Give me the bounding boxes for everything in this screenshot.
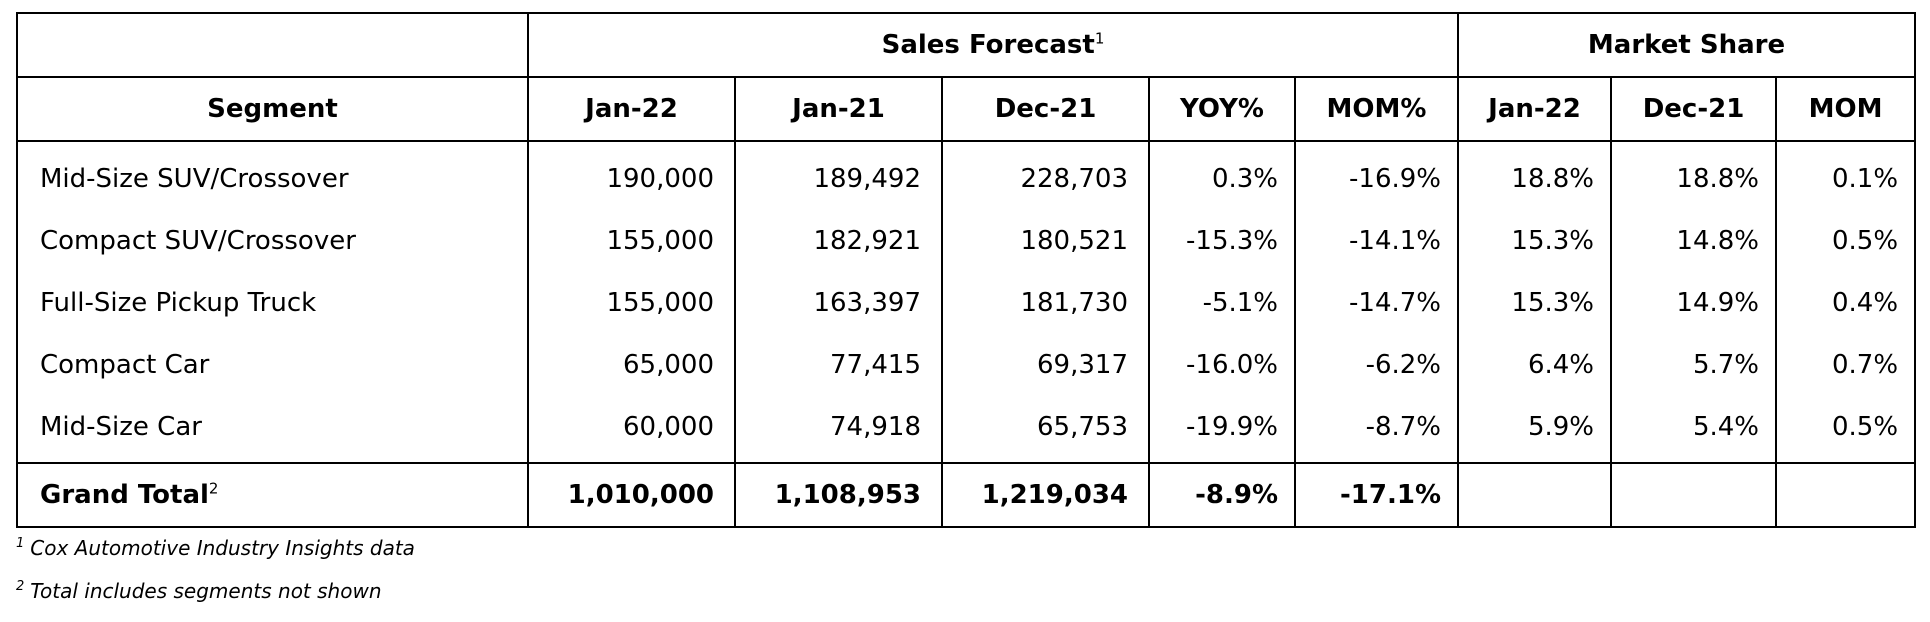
value-cell: 190,000 <box>528 141 735 210</box>
value-cell: 155,000 <box>528 210 735 272</box>
column-header: Jan-21 <box>735 77 942 141</box>
value-cell: 0.1% <box>1776 141 1915 210</box>
value-cell: 65,000 <box>528 334 735 396</box>
table-row: Mid-Size Car 60,000 74,918 65,753 -19.9%… <box>17 396 1915 463</box>
value-cell: 180,521 <box>942 210 1149 272</box>
column-header: Jan-22 <box>528 77 735 141</box>
sales-forecast-table: Sales Forecast1 Market Share Segment Jan… <box>16 12 1916 528</box>
value-cell: 5.7% <box>1611 334 1776 396</box>
value-cell: 155,000 <box>528 272 735 334</box>
market-share-header: Market Share <box>1458 13 1915 77</box>
value-cell: -6.2% <box>1295 334 1458 396</box>
value-cell: -14.1% <box>1295 210 1458 272</box>
table-row: Compact SUV/Crossover 155,000 182,921 18… <box>17 210 1915 272</box>
group-header-row: Sales Forecast1 Market Share <box>17 13 1915 77</box>
grand-total-row: Grand Total2 1,010,000 1,108,953 1,219,0… <box>17 463 1915 527</box>
sales-forecast-label: Sales Forecast <box>882 30 1095 60</box>
table-row: Compact Car 65,000 77,415 69,317 -16.0% … <box>17 334 1915 396</box>
value-cell: -8.7% <box>1295 396 1458 463</box>
grand-total-footnote-mark: 2 <box>209 479 219 497</box>
value-cell: 60,000 <box>528 396 735 463</box>
grand-total-label: Grand Total <box>40 480 209 510</box>
value-cell: 181,730 <box>942 272 1149 334</box>
column-header: MOM% <box>1295 77 1458 141</box>
column-header-row: Segment Jan-22 Jan-21 Dec-21 YOY% MOM% J… <box>17 77 1915 141</box>
table-row: Full-Size Pickup Truck 155,000 163,397 1… <box>17 272 1915 334</box>
value-cell: 0.4% <box>1776 272 1915 334</box>
value-cell: 65,753 <box>942 396 1149 463</box>
total-value-cell <box>1776 463 1915 527</box>
value-cell: 6.4% <box>1458 334 1611 396</box>
value-cell: 5.9% <box>1458 396 1611 463</box>
value-cell: 189,492 <box>735 141 942 210</box>
table-row: Mid-Size SUV/Crossover 190,000 189,492 2… <box>17 141 1915 210</box>
column-header: Jan-22 <box>1458 77 1611 141</box>
value-cell: 228,703 <box>942 141 1149 210</box>
segment-cell: Compact SUV/Crossover <box>17 210 528 272</box>
column-header: YOY% <box>1149 77 1295 141</box>
column-header: MOM <box>1776 77 1915 141</box>
column-header: Dec-21 <box>942 77 1149 141</box>
value-cell: 0.3% <box>1149 141 1295 210</box>
total-value-cell <box>1458 463 1611 527</box>
value-cell: 0.7% <box>1776 334 1915 396</box>
sales-forecast-footnote-mark: 1 <box>1095 29 1105 47</box>
value-cell: 0.5% <box>1776 210 1915 272</box>
footnote-2-text: Total includes segments not shown <box>30 579 381 603</box>
value-cell: -19.9% <box>1149 396 1295 463</box>
value-cell: -16.9% <box>1295 141 1458 210</box>
total-value-cell <box>1611 463 1776 527</box>
footnote-2: 2 Total includes segments not shown <box>16 579 382 603</box>
footnote-1: 1 Cox Automotive Industry Insights data <box>16 536 415 560</box>
footnote-1-text: Cox Automotive Industry Insights data <box>30 536 415 560</box>
total-value-cell: 1,219,034 <box>942 463 1149 527</box>
column-header: Segment <box>17 77 528 141</box>
value-cell: 0.5% <box>1776 396 1915 463</box>
value-cell: 14.8% <box>1611 210 1776 272</box>
value-cell: -16.0% <box>1149 334 1295 396</box>
value-cell: 18.8% <box>1458 141 1611 210</box>
value-cell: -15.3% <box>1149 210 1295 272</box>
sales-forecast-header: Sales Forecast1 <box>528 13 1458 77</box>
value-cell: 15.3% <box>1458 272 1611 334</box>
total-value-cell: 1,108,953 <box>735 463 942 527</box>
blank-header-cell <box>17 13 528 77</box>
segment-cell: Mid-Size SUV/Crossover <box>17 141 528 210</box>
column-header: Dec-21 <box>1611 77 1776 141</box>
total-value-cell: -17.1% <box>1295 463 1458 527</box>
segment-cell: Full-Size Pickup Truck <box>17 272 528 334</box>
value-cell: 163,397 <box>735 272 942 334</box>
value-cell: 5.4% <box>1611 396 1776 463</box>
footnote-1-mark: 1 <box>16 536 24 551</box>
segment-cell: Compact Car <box>17 334 528 396</box>
value-cell: 14.9% <box>1611 272 1776 334</box>
segment-cell: Mid-Size Car <box>17 396 528 463</box>
value-cell: 15.3% <box>1458 210 1611 272</box>
total-value-cell: -8.9% <box>1149 463 1295 527</box>
value-cell: 18.8% <box>1611 141 1776 210</box>
value-cell: 77,415 <box>735 334 942 396</box>
grand-total-label-cell: Grand Total2 <box>17 463 528 527</box>
footnote-2-mark: 2 <box>16 579 24 594</box>
value-cell: 182,921 <box>735 210 942 272</box>
total-value-cell: 1,010,000 <box>528 463 735 527</box>
value-cell: -5.1% <box>1149 272 1295 334</box>
value-cell: -14.7% <box>1295 272 1458 334</box>
value-cell: 74,918 <box>735 396 942 463</box>
value-cell: 69,317 <box>942 334 1149 396</box>
